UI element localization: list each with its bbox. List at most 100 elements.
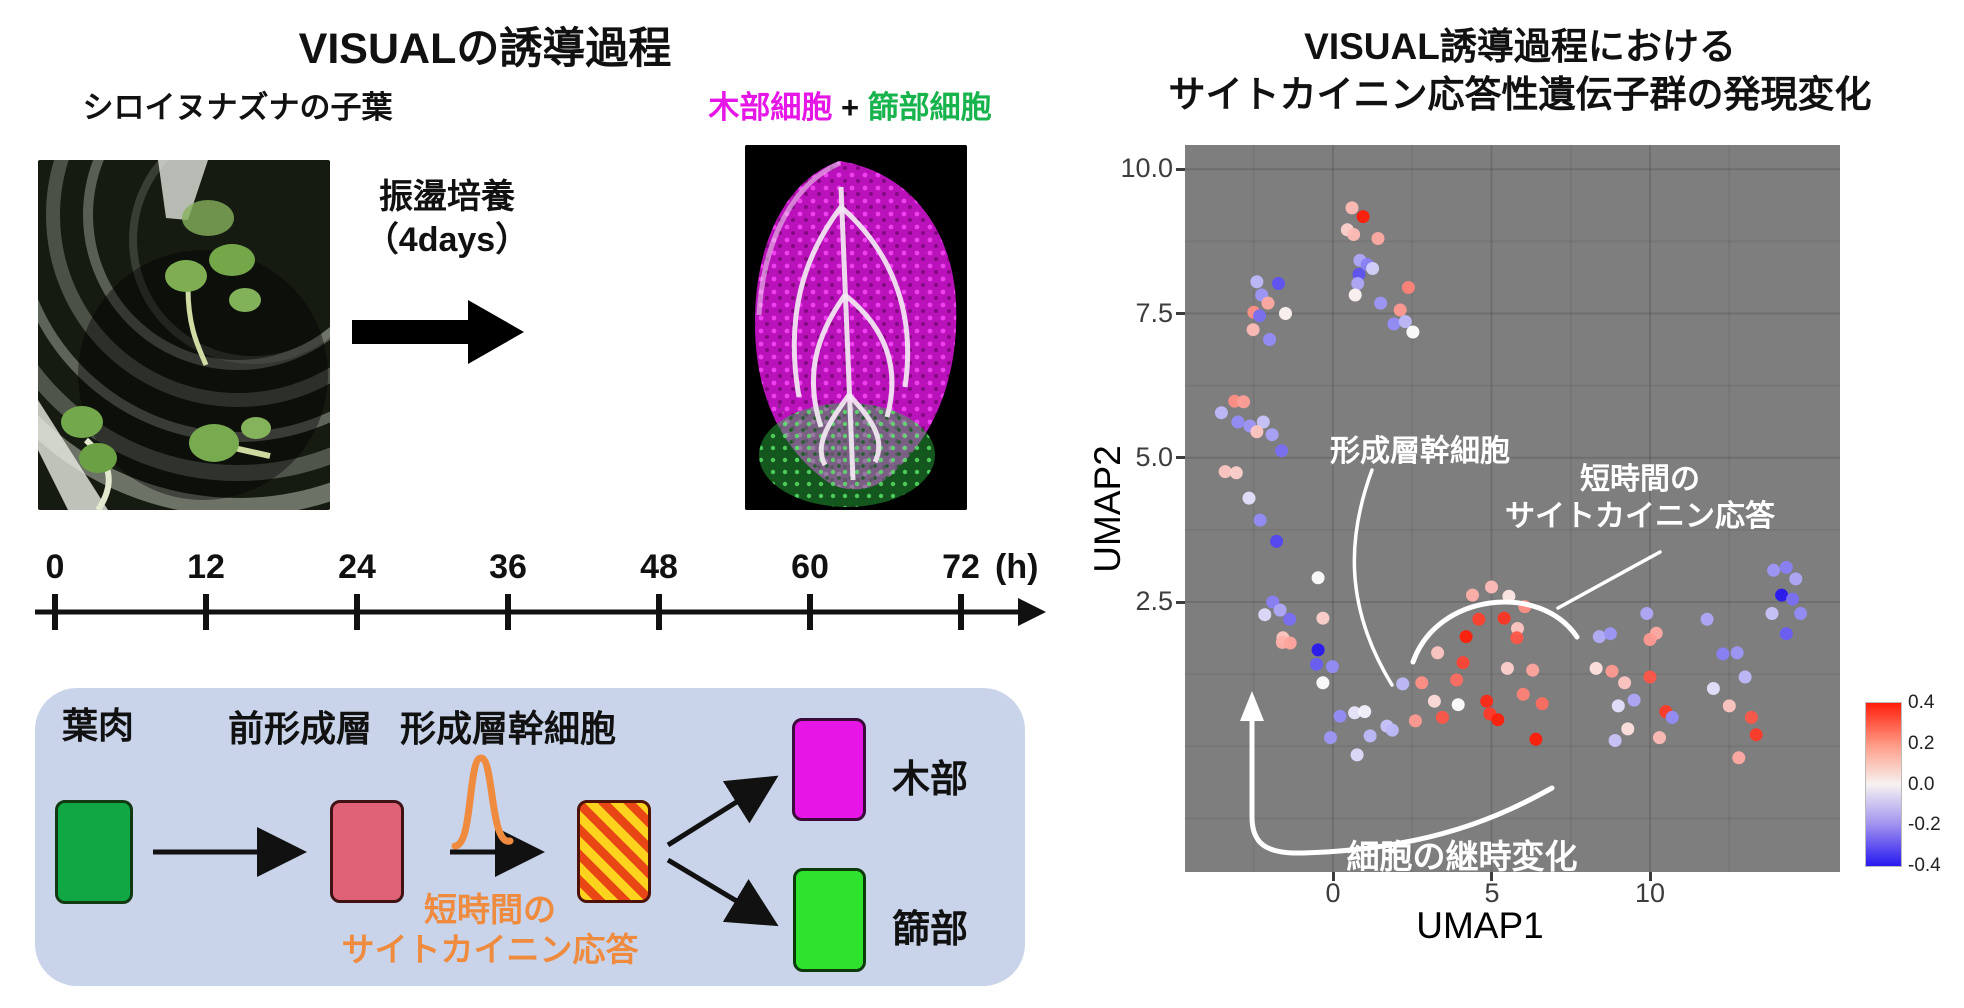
- x-tick-mark: [1649, 872, 1652, 881]
- scatter-point: [1283, 636, 1297, 650]
- y-tick-label: 10.0: [1120, 153, 1173, 183]
- short-response-leader-line: [1556, 550, 1662, 610]
- scatter-point: [1345, 201, 1359, 215]
- cambium-stem-cell-box: [577, 800, 651, 903]
- scatter-point: [1325, 660, 1339, 674]
- colorbar-tick-label: -0.4: [1908, 855, 1941, 876]
- scatter-point: [1231, 415, 1245, 429]
- umap-plot-panel: [1185, 145, 1840, 872]
- scatter-point: [1789, 572, 1803, 586]
- x-tick-label: 5: [1484, 878, 1500, 908]
- xylem-cells-label: 木部細胞: [708, 90, 833, 125]
- scatter-point: [1472, 612, 1486, 626]
- culture-label-line2: （4days）: [364, 221, 530, 259]
- scatter-point: [1393, 303, 1407, 317]
- x-tick-mark: [1332, 872, 1335, 881]
- scatter-point: [1794, 607, 1808, 620]
- scatter-point: [1279, 307, 1292, 320]
- scatter-point: [1765, 607, 1779, 620]
- culture-label: 振盪培養 （4days）: [347, 176, 547, 262]
- scatter-point: [1497, 611, 1511, 625]
- timeline-tick-label: 24: [338, 548, 376, 586]
- cotyledon-photo: [38, 160, 330, 510]
- scatter-point: [1311, 643, 1325, 657]
- stem-leader-line: [1352, 468, 1394, 687]
- scatter-point: [1214, 406, 1228, 420]
- big-right-arrow-icon: [352, 300, 524, 364]
- cytokinin-note: 短時間の サイトカイニン応答: [320, 890, 660, 970]
- scatter-point: [1640, 607, 1654, 620]
- colorbar-tick-label: 0.0: [1908, 774, 1935, 795]
- scatter-point: [1500, 661, 1514, 675]
- scatter-point: [1611, 699, 1625, 713]
- scatter-point: [1256, 415, 1270, 429]
- cytokinin-note-line1: 短時間の: [424, 891, 556, 928]
- scatter-point: [1643, 670, 1657, 684]
- arrow-cambium-to-xylem: [666, 775, 779, 848]
- mesophyll-label: 葉肉: [62, 705, 135, 746]
- scatter-point: [1246, 323, 1260, 337]
- short-response-annotation: 短時間の サイトカイニン応答: [1460, 461, 1820, 535]
- scatter-point: [1700, 612, 1714, 626]
- timeline-tick-label: 36: [489, 548, 527, 586]
- scatter-point: [1716, 647, 1730, 661]
- scatter-point: [1653, 731, 1666, 745]
- scatter-point: [1779, 627, 1793, 641]
- dish-highlight: [38, 400, 108, 510]
- y-tick-label: 5.0: [1135, 442, 1173, 472]
- scatter-point: [1749, 728, 1763, 742]
- dish-photo-art: [38, 160, 330, 510]
- scatter-point: [1466, 588, 1479, 602]
- cytokinin-pulse-curve: [451, 754, 514, 850]
- scatter-point: [1451, 698, 1465, 712]
- phloem-box: [793, 868, 866, 972]
- scatter-point: [1229, 466, 1243, 480]
- y-tick-mark: [1176, 456, 1185, 459]
- scatter-point: [1242, 491, 1256, 505]
- process-arrows: [153, 754, 779, 927]
- plus-sign: +: [832, 90, 868, 125]
- scatter-point: [1261, 296, 1275, 310]
- scatter-point: [1311, 571, 1325, 585]
- left-title: VISUALの誘導過程: [298, 25, 672, 73]
- scatter-point: [1608, 734, 1622, 747]
- scatter-point: [1253, 513, 1267, 527]
- scatter-point: [1237, 395, 1251, 409]
- scatter-point: [1529, 732, 1543, 746]
- colorbar-tick-label: 0.4: [1908, 692, 1935, 713]
- scatter-point: [1348, 706, 1362, 720]
- scatter-point: [1767, 563, 1781, 577]
- umap-scatter: [1185, 145, 1840, 872]
- timeline-tick-label: 48: [640, 548, 678, 586]
- timeline-tick-label: 72: [942, 548, 980, 586]
- scatter-point: [1621, 722, 1635, 736]
- scatter-point: [1396, 677, 1410, 691]
- scatter-point: [1265, 428, 1279, 442]
- scatter-point: [1786, 592, 1800, 606]
- scatter-point: [1665, 710, 1679, 724]
- scatter-point: [1358, 705, 1372, 719]
- cluster-arc: [1410, 599, 1580, 665]
- scatter-point: [1605, 664, 1619, 678]
- scatter-point: [1253, 309, 1266, 323]
- scatter-point: [1385, 723, 1399, 737]
- leaf-veins: [756, 160, 911, 481]
- plot-title-line2: サイトカイニン応答性遺伝子群の発現変化: [1168, 74, 1872, 115]
- scatter-point: [1250, 275, 1264, 289]
- short-response-line1: 短時間の: [1580, 463, 1700, 496]
- scatter-point: [1516, 687, 1530, 701]
- scatter-point: [1526, 663, 1540, 677]
- cytokinin-note-line2: サイトカイニン応答: [341, 931, 639, 968]
- scatter-point: [1316, 611, 1330, 625]
- scatter-point: [1218, 465, 1232, 479]
- fluorescence-label: 木部細胞 + 篩部細胞: [655, 82, 1045, 127]
- scatter-point: [1510, 631, 1524, 645]
- scatter-point: [1450, 673, 1464, 687]
- scatter-point: [1350, 748, 1364, 762]
- timeline-unit-label: (h): [995, 548, 1038, 586]
- cotyledon-photo-label: シロイヌナズナの子葉: [82, 90, 393, 125]
- timeline-tick-label: 12: [187, 548, 225, 586]
- trajectory-curve: [1249, 712, 1555, 856]
- scatter-point: [1363, 729, 1377, 743]
- scatter-point: [1722, 699, 1736, 713]
